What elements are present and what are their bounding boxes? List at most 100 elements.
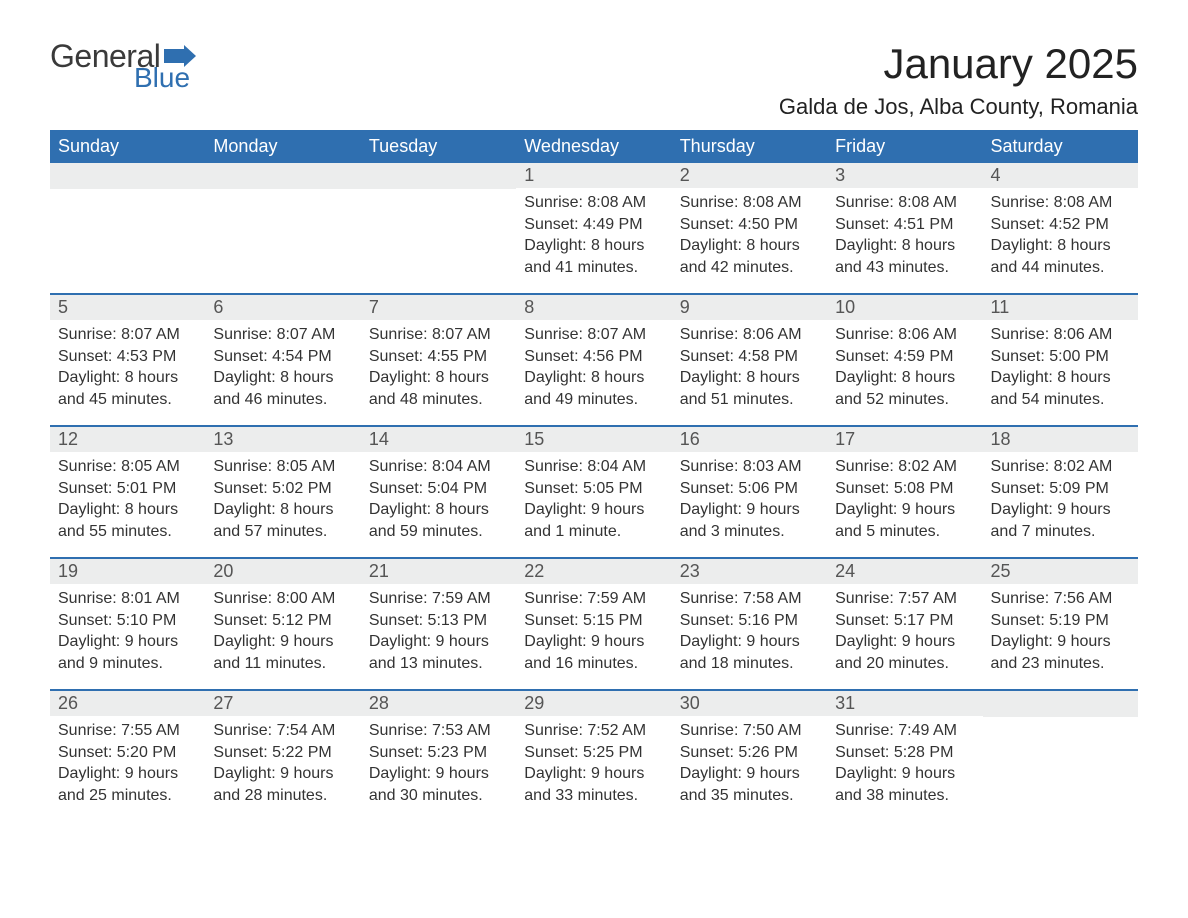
- day-details: Sunrise: 7:55 AMSunset: 5:20 PMDaylight:…: [50, 716, 205, 806]
- day-number: 23: [672, 559, 827, 584]
- day-sunset: Sunset: 5:08 PM: [835, 478, 974, 500]
- logo: General Blue: [50, 40, 196, 92]
- day-number: 20: [205, 559, 360, 584]
- day-number: 27: [205, 691, 360, 716]
- day-number: 15: [516, 427, 671, 452]
- day-cell: [361, 163, 516, 293]
- day-cell: 2Sunrise: 8:08 AMSunset: 4:50 PMDaylight…: [672, 163, 827, 293]
- day-dl1: Daylight: 8 hours: [58, 499, 197, 521]
- day-dl2: and 52 minutes.: [835, 389, 974, 411]
- day-dl1: Daylight: 9 hours: [213, 763, 352, 785]
- day-number: 8: [516, 295, 671, 320]
- day-sunset: Sunset: 5:00 PM: [991, 346, 1130, 368]
- day-dl2: and 45 minutes.: [58, 389, 197, 411]
- weekday-header: Monday: [205, 130, 360, 163]
- day-cell: 22Sunrise: 7:59 AMSunset: 5:15 PMDayligh…: [516, 559, 671, 689]
- day-sunrise: Sunrise: 7:56 AM: [991, 588, 1130, 610]
- day-dl2: and 1 minute.: [524, 521, 663, 543]
- day-dl2: and 59 minutes.: [369, 521, 508, 543]
- day-sunrise: Sunrise: 8:03 AM: [680, 456, 819, 478]
- day-sunset: Sunset: 5:09 PM: [991, 478, 1130, 500]
- day-details: Sunrise: 8:08 AMSunset: 4:51 PMDaylight:…: [827, 188, 982, 278]
- day-dl1: Daylight: 9 hours: [58, 631, 197, 653]
- day-dl2: and 7 minutes.: [991, 521, 1130, 543]
- day-dl2: and 43 minutes.: [835, 257, 974, 279]
- day-sunset: Sunset: 4:53 PM: [58, 346, 197, 368]
- day-sunrise: Sunrise: 7:50 AM: [680, 720, 819, 742]
- day-dl1: Daylight: 8 hours: [835, 367, 974, 389]
- day-number: 17: [827, 427, 982, 452]
- day-sunset: Sunset: 5:04 PM: [369, 478, 508, 500]
- day-dl2: and 23 minutes.: [991, 653, 1130, 675]
- day-sunset: Sunset: 4:49 PM: [524, 214, 663, 236]
- day-sunrise: Sunrise: 8:04 AM: [524, 456, 663, 478]
- day-sunset: Sunset: 5:16 PM: [680, 610, 819, 632]
- day-number: 12: [50, 427, 205, 452]
- day-dl1: Daylight: 9 hours: [369, 763, 508, 785]
- month-title: January 2025: [779, 40, 1138, 88]
- day-cell: [50, 163, 205, 293]
- day-dl1: Daylight: 9 hours: [991, 631, 1130, 653]
- day-number: 18: [983, 427, 1138, 452]
- day-dl1: Daylight: 8 hours: [835, 235, 974, 257]
- day-dl1: Daylight: 9 hours: [369, 631, 508, 653]
- day-cell: 11Sunrise: 8:06 AMSunset: 5:00 PMDayligh…: [983, 295, 1138, 425]
- day-sunrise: Sunrise: 8:08 AM: [524, 192, 663, 214]
- day-cell: 17Sunrise: 8:02 AMSunset: 5:08 PMDayligh…: [827, 427, 982, 557]
- day-number: [983, 691, 1138, 717]
- day-details: Sunrise: 8:02 AMSunset: 5:09 PMDaylight:…: [983, 452, 1138, 542]
- day-sunrise: Sunrise: 8:04 AM: [369, 456, 508, 478]
- day-cell: 13Sunrise: 8:05 AMSunset: 5:02 PMDayligh…: [205, 427, 360, 557]
- day-dl1: Daylight: 9 hours: [58, 763, 197, 785]
- day-dl2: and 18 minutes.: [680, 653, 819, 675]
- day-dl1: Daylight: 9 hours: [991, 499, 1130, 521]
- week-row: 19Sunrise: 8:01 AMSunset: 5:10 PMDayligh…: [50, 557, 1138, 689]
- day-sunset: Sunset: 5:13 PM: [369, 610, 508, 632]
- day-number: 7: [361, 295, 516, 320]
- day-details: Sunrise: 8:08 AMSunset: 4:49 PMDaylight:…: [516, 188, 671, 278]
- day-dl1: Daylight: 8 hours: [680, 367, 819, 389]
- day-dl1: Daylight: 9 hours: [213, 631, 352, 653]
- day-sunrise: Sunrise: 8:08 AM: [680, 192, 819, 214]
- day-number: 22: [516, 559, 671, 584]
- weekday-header: Wednesday: [516, 130, 671, 163]
- day-sunrise: Sunrise: 7:55 AM: [58, 720, 197, 742]
- day-details: Sunrise: 7:53 AMSunset: 5:23 PMDaylight:…: [361, 716, 516, 806]
- day-details: Sunrise: 8:01 AMSunset: 5:10 PMDaylight:…: [50, 584, 205, 674]
- calendar: Sunday Monday Tuesday Wednesday Thursday…: [50, 130, 1138, 821]
- day-details: Sunrise: 8:04 AMSunset: 5:05 PMDaylight:…: [516, 452, 671, 542]
- weekday-header: Tuesday: [361, 130, 516, 163]
- day-dl2: and 48 minutes.: [369, 389, 508, 411]
- day-details: Sunrise: 8:06 AMSunset: 5:00 PMDaylight:…: [983, 320, 1138, 410]
- day-sunset: Sunset: 4:50 PM: [680, 214, 819, 236]
- day-dl1: Daylight: 8 hours: [58, 367, 197, 389]
- day-number: 5: [50, 295, 205, 320]
- day-dl2: and 20 minutes.: [835, 653, 974, 675]
- day-sunrise: Sunrise: 8:02 AM: [835, 456, 974, 478]
- day-cell: [205, 163, 360, 293]
- day-number: 3: [827, 163, 982, 188]
- weekday-header-row: Sunday Monday Tuesday Wednesday Thursday…: [50, 130, 1138, 163]
- day-number: 31: [827, 691, 982, 716]
- day-sunrise: Sunrise: 8:07 AM: [524, 324, 663, 346]
- day-cell: 18Sunrise: 8:02 AMSunset: 5:09 PMDayligh…: [983, 427, 1138, 557]
- day-sunrise: Sunrise: 8:08 AM: [991, 192, 1130, 214]
- day-dl1: Daylight: 8 hours: [213, 499, 352, 521]
- day-cell: 16Sunrise: 8:03 AMSunset: 5:06 PMDayligh…: [672, 427, 827, 557]
- day-sunrise: Sunrise: 8:07 AM: [213, 324, 352, 346]
- day-dl1: Daylight: 9 hours: [524, 763, 663, 785]
- day-dl2: and 44 minutes.: [991, 257, 1130, 279]
- day-sunset: Sunset: 5:01 PM: [58, 478, 197, 500]
- weekday-header: Thursday: [672, 130, 827, 163]
- day-sunrise: Sunrise: 7:58 AM: [680, 588, 819, 610]
- week-row: 26Sunrise: 7:55 AMSunset: 5:20 PMDayligh…: [50, 689, 1138, 821]
- day-sunset: Sunset: 5:28 PM: [835, 742, 974, 764]
- day-details: Sunrise: 8:07 AMSunset: 4:56 PMDaylight:…: [516, 320, 671, 410]
- day-dl1: Daylight: 8 hours: [991, 235, 1130, 257]
- day-dl2: and 55 minutes.: [58, 521, 197, 543]
- day-cell: 9Sunrise: 8:06 AMSunset: 4:58 PMDaylight…: [672, 295, 827, 425]
- day-dl2: and 51 minutes.: [680, 389, 819, 411]
- day-sunset: Sunset: 5:22 PM: [213, 742, 352, 764]
- day-sunrise: Sunrise: 8:01 AM: [58, 588, 197, 610]
- day-cell: 23Sunrise: 7:58 AMSunset: 5:16 PMDayligh…: [672, 559, 827, 689]
